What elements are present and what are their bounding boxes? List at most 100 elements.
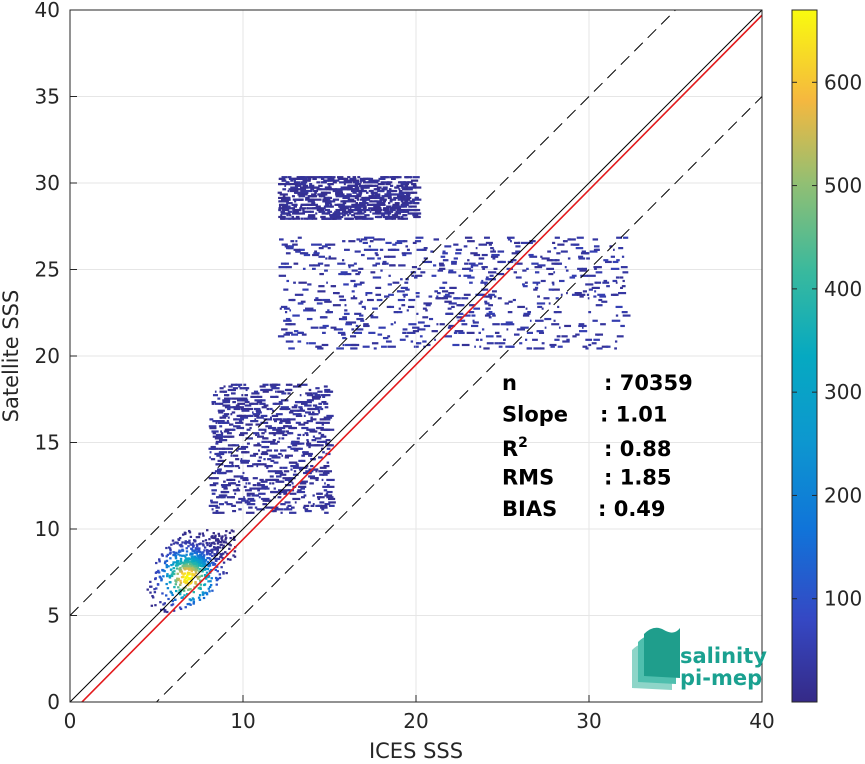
density-cell bbox=[317, 290, 326, 293]
density-cell bbox=[303, 494, 307, 497]
density-cell bbox=[161, 554, 164, 557]
density-cell bbox=[481, 279, 484, 283]
density-cell bbox=[306, 186, 312, 189]
wave-stack-icon bbox=[632, 627, 680, 690]
density-cell bbox=[232, 406, 241, 409]
density-cell bbox=[316, 496, 325, 499]
density-cell bbox=[186, 573, 190, 576]
density-cell bbox=[588, 288, 593, 291]
density-cell bbox=[515, 245, 521, 248]
density-cell bbox=[252, 413, 261, 416]
density-cell bbox=[281, 176, 288, 179]
density-cell bbox=[350, 297, 358, 300]
x-tick-label: 40 bbox=[749, 709, 774, 733]
density-cell bbox=[206, 556, 209, 560]
density-cell bbox=[461, 323, 468, 326]
density-cell bbox=[204, 591, 207, 594]
density-cell bbox=[218, 411, 224, 414]
density-cell bbox=[353, 283, 362, 286]
density-cell bbox=[326, 490, 333, 494]
density-cell bbox=[185, 579, 189, 582]
density-cell bbox=[386, 205, 391, 208]
y-tick-label: 5 bbox=[47, 604, 60, 628]
density-cell bbox=[235, 484, 241, 487]
density-cell bbox=[339, 193, 342, 196]
density-cell bbox=[578, 257, 586, 260]
density-cell bbox=[307, 176, 315, 179]
density-cell bbox=[184, 540, 187, 543]
density-cell bbox=[619, 276, 624, 279]
density-cell bbox=[192, 591, 195, 594]
density-cell bbox=[333, 214, 341, 217]
density-cell bbox=[233, 475, 239, 478]
density-cell bbox=[188, 598, 192, 601]
density-cell bbox=[439, 264, 445, 267]
density-cell bbox=[398, 207, 402, 210]
density-cell bbox=[216, 550, 219, 553]
density-cell bbox=[438, 262, 444, 265]
density-cell bbox=[228, 531, 232, 534]
density-cell bbox=[309, 264, 315, 267]
density-cell bbox=[353, 195, 362, 198]
density-cell bbox=[402, 253, 407, 257]
density-cell bbox=[377, 238, 386, 241]
density-cell bbox=[378, 177, 386, 181]
density-cell bbox=[206, 560, 209, 564]
density-cell bbox=[256, 464, 259, 468]
density-cell bbox=[588, 311, 592, 314]
density-cell bbox=[397, 298, 405, 302]
density-cell bbox=[355, 324, 359, 328]
density-cell bbox=[389, 184, 394, 187]
density-cell bbox=[343, 212, 348, 215]
density-cell bbox=[403, 181, 409, 184]
density-cell bbox=[517, 305, 525, 309]
density-cell bbox=[218, 534, 221, 537]
density-cell bbox=[246, 503, 256, 506]
density-cell bbox=[601, 345, 609, 348]
density-cell bbox=[344, 304, 347, 307]
density-cell bbox=[288, 217, 295, 220]
density-cell bbox=[353, 335, 357, 338]
density-cell bbox=[464, 236, 473, 239]
density-cell bbox=[277, 390, 284, 393]
density-cell bbox=[323, 176, 326, 179]
density-cell bbox=[355, 272, 360, 276]
density-cell bbox=[350, 347, 358, 350]
density-cell bbox=[511, 252, 519, 255]
density-cell bbox=[188, 558, 192, 561]
density-cell bbox=[433, 238, 440, 241]
density-cell bbox=[397, 217, 405, 220]
density-cell bbox=[307, 309, 316, 312]
density-cell bbox=[357, 188, 360, 191]
density-cell bbox=[292, 447, 301, 450]
density-cell bbox=[599, 295, 607, 298]
density-cell bbox=[596, 333, 600, 336]
density-cell bbox=[551, 281, 555, 284]
density-cell bbox=[372, 264, 377, 267]
density-cell bbox=[507, 238, 511, 241]
density-cell bbox=[235, 418, 245, 421]
density-cell bbox=[188, 539, 191, 542]
density-cell bbox=[263, 404, 269, 407]
density-cell bbox=[289, 461, 298, 464]
density-cell bbox=[324, 176, 331, 179]
density-cell bbox=[253, 444, 262, 447]
density-cell bbox=[357, 176, 361, 179]
density-cell bbox=[287, 189, 290, 193]
density-cell bbox=[198, 575, 201, 578]
density-cell bbox=[310, 188, 313, 191]
density-cell bbox=[211, 492, 216, 495]
density-cell bbox=[277, 335, 285, 338]
density-cell bbox=[199, 560, 203, 563]
density-cell bbox=[508, 345, 515, 348]
density-cell bbox=[349, 177, 357, 181]
density-cell bbox=[393, 177, 396, 181]
density-cell bbox=[300, 487, 306, 490]
density-cell bbox=[270, 509, 275, 513]
density-cell bbox=[229, 558, 232, 561]
density-cell bbox=[615, 314, 619, 317]
density-cell bbox=[307, 177, 312, 181]
density-cell bbox=[198, 570, 201, 573]
density-cell bbox=[276, 430, 283, 433]
